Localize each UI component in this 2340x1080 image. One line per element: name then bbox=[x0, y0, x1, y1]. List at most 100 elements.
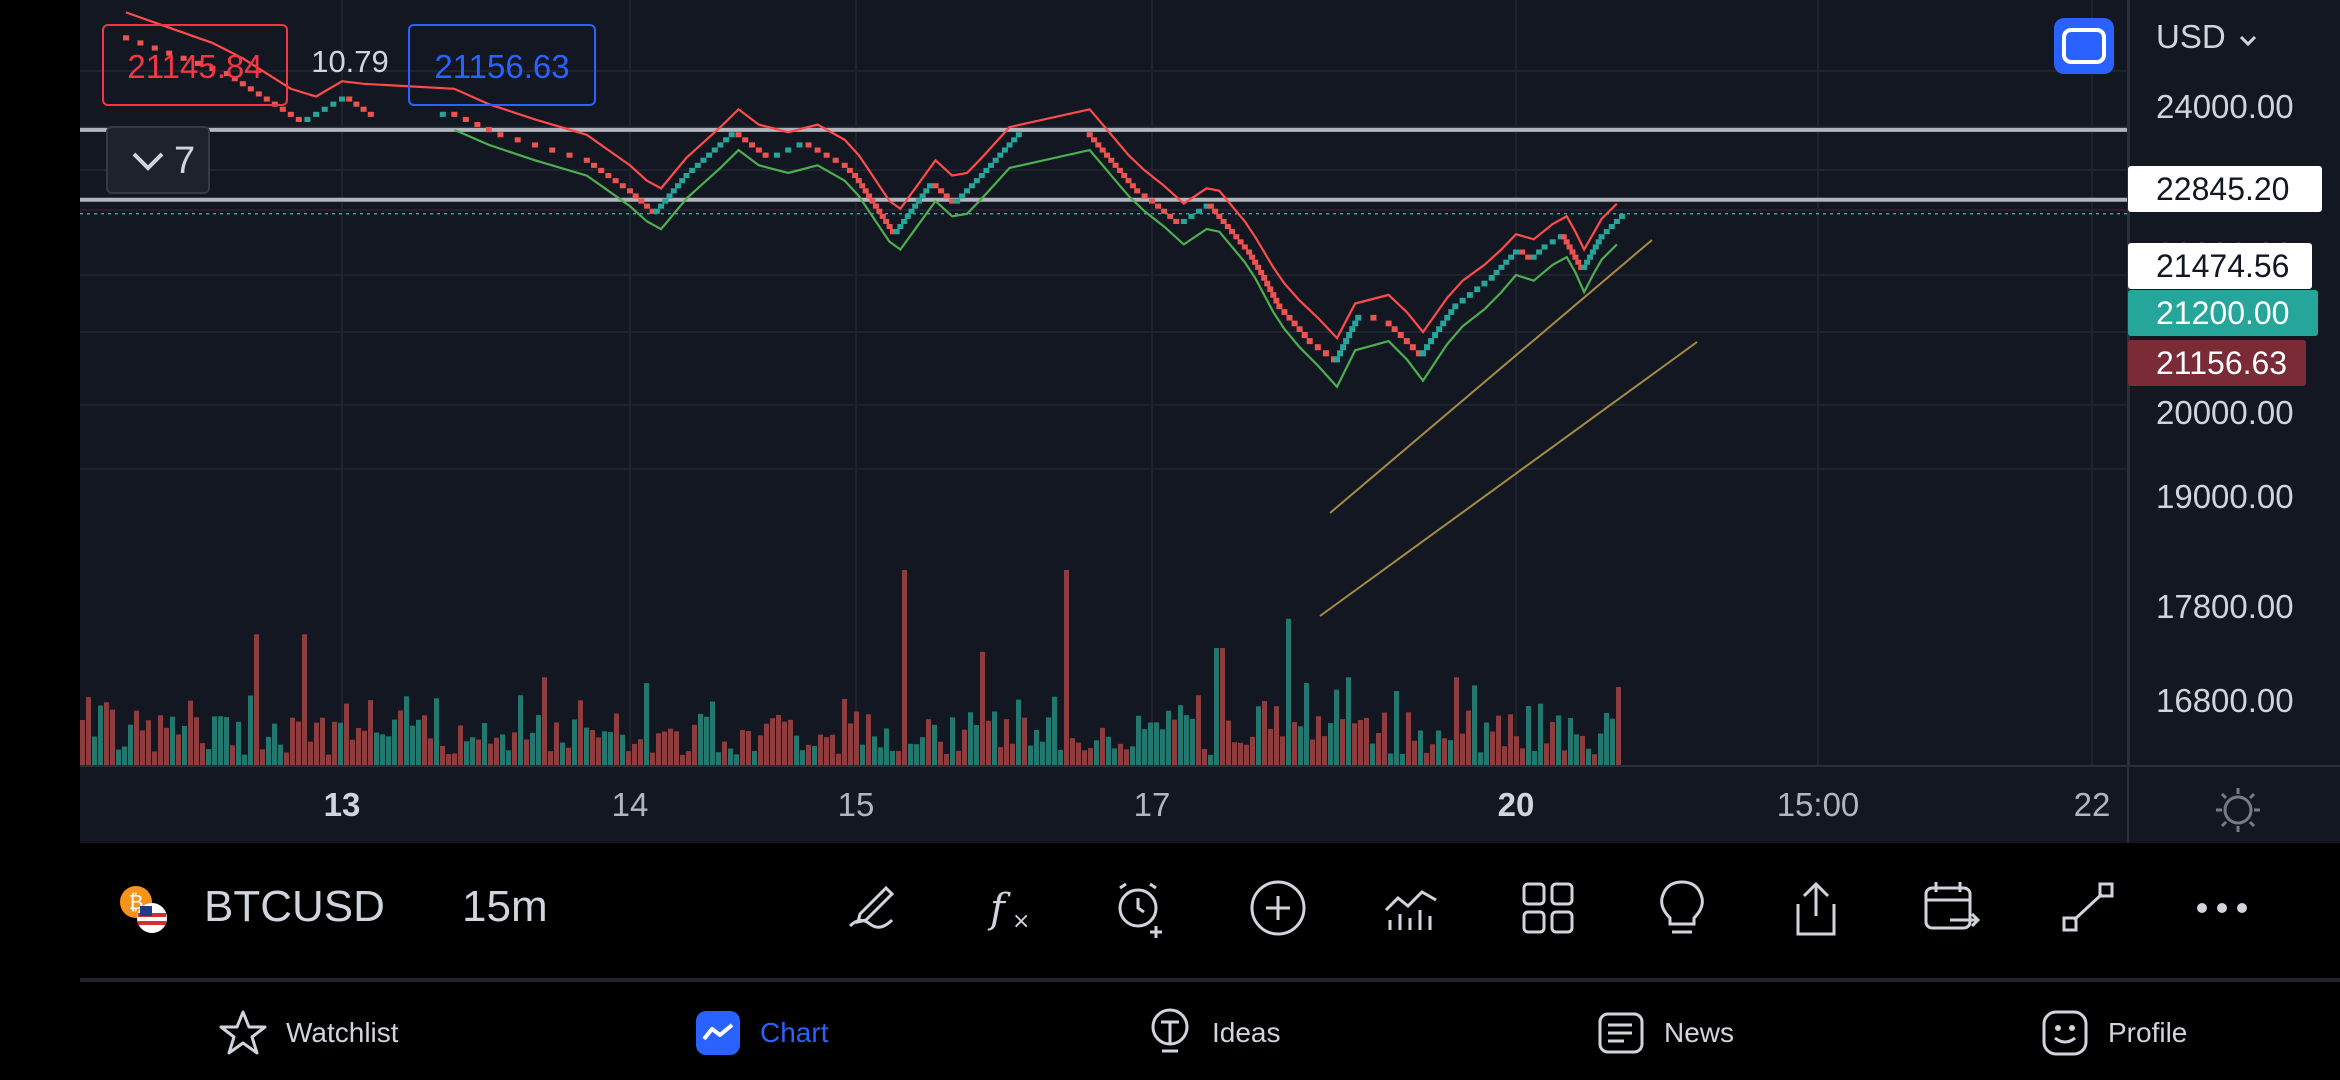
renko-brick-up bbox=[1466, 292, 1473, 298]
nav-watchlist[interactable]: Watchlist bbox=[218, 1008, 399, 1058]
volume-bar bbox=[752, 750, 757, 765]
share-icon bbox=[1796, 881, 1836, 936]
renko-brick-down bbox=[805, 142, 812, 148]
volume-bar bbox=[1460, 733, 1465, 765]
time-axis-label: 22 bbox=[2073, 786, 2111, 823]
volume-bar bbox=[1442, 738, 1447, 765]
volume-bar bbox=[1136, 715, 1141, 765]
renko-brick-down bbox=[1091, 137, 1098, 143]
volume-bar bbox=[716, 752, 721, 765]
volume-bar bbox=[848, 723, 853, 765]
renko-brick-up bbox=[330, 101, 337, 107]
alert-clock-button[interactable] bbox=[1110, 876, 1174, 940]
nav-news[interactable]: News bbox=[1596, 1008, 1734, 1058]
volume-bar bbox=[680, 754, 685, 765]
renko-brick-down bbox=[1241, 244, 1248, 250]
renko-brick-down bbox=[1286, 314, 1293, 321]
renko-brick-down bbox=[1281, 309, 1288, 315]
volume-bar bbox=[1028, 745, 1033, 765]
renko-brick-up bbox=[675, 183, 682, 189]
renko-brick-down bbox=[1224, 224, 1231, 230]
more-button[interactable] bbox=[2190, 876, 2254, 940]
renko-brick-up bbox=[912, 203, 919, 209]
currency-selector[interactable]: USD bbox=[2156, 18, 2257, 56]
volume-bar bbox=[620, 734, 625, 765]
renko-brick-down bbox=[1296, 326, 1303, 332]
volume-bar bbox=[434, 698, 439, 765]
volume-bar bbox=[1208, 754, 1213, 765]
renko-brick-down bbox=[1252, 259, 1259, 265]
renko-brick-up bbox=[983, 167, 990, 173]
volume-bar bbox=[860, 744, 865, 765]
volume-bar bbox=[1346, 677, 1351, 765]
renko-brick-down bbox=[735, 132, 742, 138]
volume-bar bbox=[974, 725, 979, 765]
add-plus-button[interactable] bbox=[1246, 876, 1310, 940]
chart-canvas[interactable] bbox=[80, 0, 2340, 843]
nav-ideas[interactable]: Ideas bbox=[1146, 1008, 1281, 1058]
volume-bar bbox=[812, 745, 817, 765]
renko-brick-down bbox=[1575, 259, 1582, 265]
volume-bar bbox=[1430, 744, 1435, 765]
renko-brick-down bbox=[474, 122, 481, 128]
renko-brick-down bbox=[353, 101, 360, 107]
volume-bar bbox=[1352, 723, 1357, 765]
volume-bar bbox=[554, 722, 559, 765]
volume-bar bbox=[1532, 750, 1537, 765]
volume-bar bbox=[572, 719, 577, 765]
renko-brick-up bbox=[988, 162, 995, 168]
indicators-collapse-button[interactable]: 7 bbox=[106, 126, 210, 194]
renko-brick-up bbox=[1481, 280, 1488, 287]
volume-bar bbox=[170, 716, 175, 765]
nav-profile[interactable]: Profile bbox=[2040, 1008, 2187, 1058]
fullscreen-button[interactable] bbox=[2054, 18, 2114, 74]
idea-bulb-button[interactable] bbox=[1650, 876, 1714, 940]
renko-brick-down bbox=[1563, 239, 1570, 245]
symbol-button[interactable]: BTCUSD bbox=[204, 882, 385, 931]
volume-bar bbox=[1280, 736, 1285, 765]
renko-brick-up bbox=[992, 157, 999, 163]
bid-price-box[interactable]: 21145.84 bbox=[102, 24, 288, 106]
volume-bar bbox=[1388, 753, 1393, 765]
volume-bar bbox=[908, 743, 913, 765]
volume-bar bbox=[596, 737, 601, 765]
volume-bar bbox=[224, 717, 229, 765]
price-axis-label: 24000.00 bbox=[2156, 88, 2294, 125]
renko-brick-down bbox=[591, 162, 597, 168]
volume-bar bbox=[314, 722, 319, 765]
nav-chart[interactable]: Chart bbox=[694, 1008, 828, 1058]
renko-brick-up bbox=[717, 142, 724, 148]
layout-grid-button[interactable] bbox=[1516, 876, 1580, 940]
replay-calendar-icon bbox=[1924, 882, 1981, 930]
replay-calendar-button[interactable] bbox=[1920, 876, 1984, 940]
renko-brick-up bbox=[666, 193, 673, 199]
draw-pen-button[interactable] bbox=[840, 876, 904, 940]
chart-settings-button[interactable] bbox=[2210, 782, 2266, 838]
renko-brick-up bbox=[1488, 275, 1495, 281]
chart-type-button[interactable] bbox=[1380, 876, 1444, 940]
volume-bar bbox=[542, 677, 547, 765]
renko-brick-down bbox=[598, 167, 605, 173]
renko-brick-down bbox=[855, 178, 862, 184]
price-axis-label: 17800.00 bbox=[2156, 588, 2294, 625]
volume-bar bbox=[1568, 717, 1573, 765]
volume-bar bbox=[530, 732, 535, 765]
objects-tree-button[interactable] bbox=[2056, 876, 2120, 940]
volume-bar bbox=[1496, 715, 1501, 765]
renko-brick-down bbox=[239, 81, 246, 87]
renko-brick-up bbox=[796, 142, 803, 148]
renko-brick-down bbox=[180, 55, 187, 61]
indicators-fx-button[interactable]: f × bbox=[976, 876, 1040, 940]
chart-area[interactable] bbox=[80, 0, 2340, 843]
share-button[interactable] bbox=[1784, 876, 1848, 940]
volume-bar bbox=[506, 750, 511, 765]
volume-bar bbox=[1424, 752, 1429, 765]
renko-brick-down bbox=[883, 218, 890, 224]
renko-brick-up bbox=[1001, 147, 1008, 153]
renko-brick-down bbox=[627, 188, 633, 194]
ask-price-box[interactable]: 21156.63 bbox=[408, 24, 596, 106]
renko-brick-down bbox=[209, 65, 216, 71]
volume-bar bbox=[374, 732, 379, 765]
interval-button[interactable]: 15m bbox=[462, 882, 548, 931]
volume-bar bbox=[1406, 712, 1411, 765]
